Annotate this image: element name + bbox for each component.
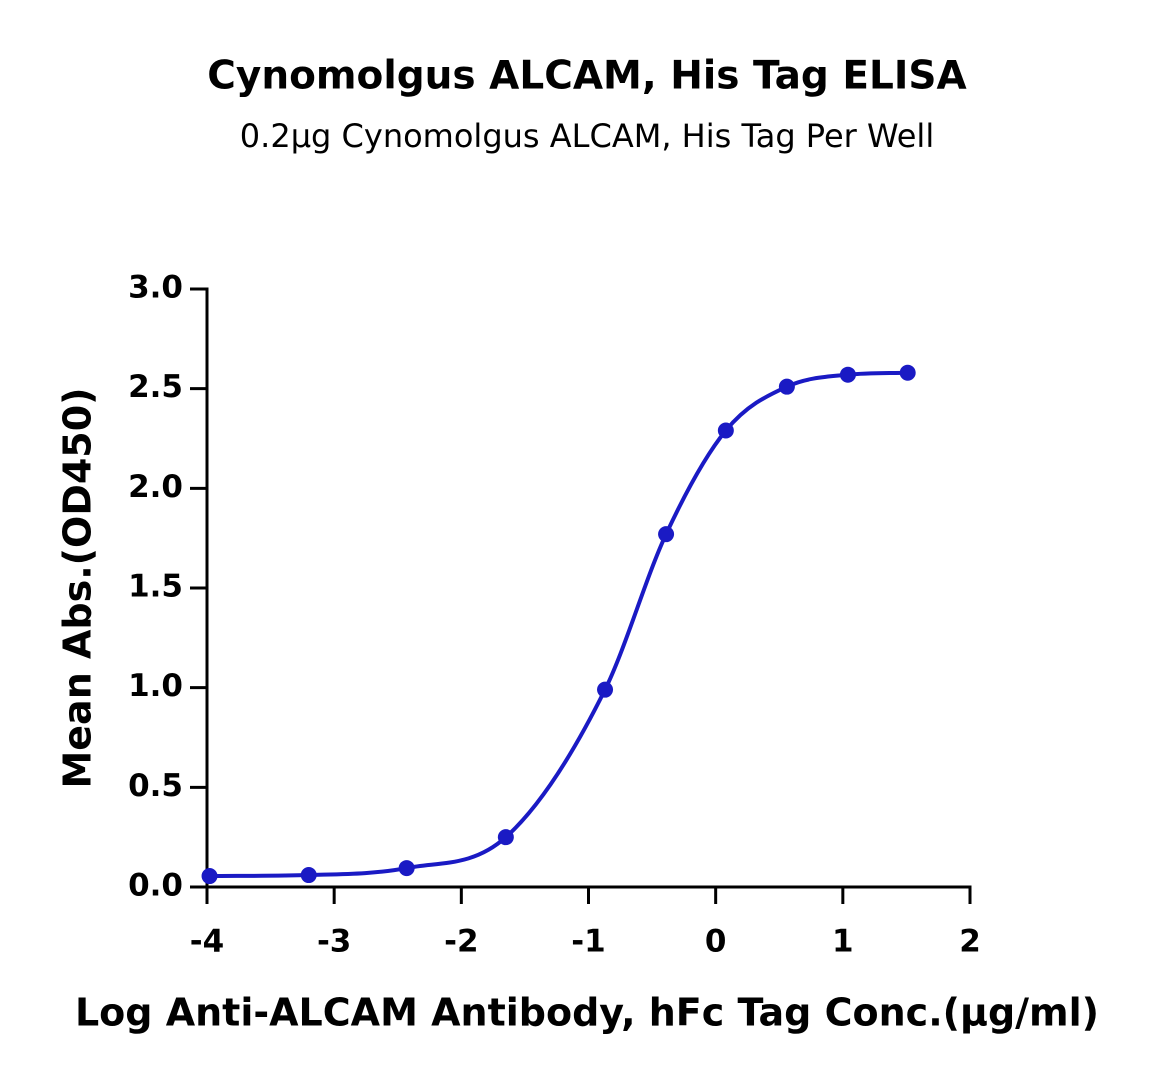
y-tick-label: 2.5 bbox=[128, 369, 183, 405]
data-point bbox=[778, 378, 795, 395]
data-point bbox=[201, 868, 218, 885]
y-tick-label: 0.0 bbox=[128, 868, 183, 904]
x-tick-label: -3 bbox=[317, 924, 351, 960]
data-point bbox=[300, 867, 317, 884]
chart-subtitle: 0.2µg Cynomolgus ALCAM, His Tag Per Well bbox=[240, 117, 934, 155]
chart-title: Cynomolgus ALCAM, His Tag ELISA bbox=[207, 54, 966, 99]
data-point bbox=[839, 366, 856, 383]
x-tick-label: -2 bbox=[444, 924, 478, 960]
x-tick-label: -4 bbox=[190, 924, 224, 960]
data-point bbox=[597, 681, 614, 698]
x-tick-label: 0 bbox=[705, 924, 727, 960]
x-axis-label: Log Anti-ALCAM Antibody, hFc Tag Conc.(µ… bbox=[75, 991, 1099, 1035]
data-point bbox=[717, 422, 734, 439]
y-tick-label: 0.5 bbox=[128, 768, 183, 804]
y-tick-label: 3.0 bbox=[128, 270, 183, 306]
data-point bbox=[899, 364, 916, 381]
data-point bbox=[398, 860, 415, 877]
data-point bbox=[658, 526, 675, 543]
fit-curve bbox=[209, 370, 908, 879]
y-tick-label: 1.0 bbox=[128, 668, 183, 704]
y-tick-label: 2.0 bbox=[128, 469, 183, 505]
x-tick-label: 2 bbox=[959, 924, 981, 960]
x-tick-label: -1 bbox=[571, 924, 605, 960]
y-axis-label: Mean Abs.(OD450) bbox=[56, 387, 100, 788]
y-tick-label: 1.5 bbox=[128, 569, 183, 605]
x-tick-label: 1 bbox=[832, 924, 854, 960]
data-point bbox=[497, 829, 514, 846]
